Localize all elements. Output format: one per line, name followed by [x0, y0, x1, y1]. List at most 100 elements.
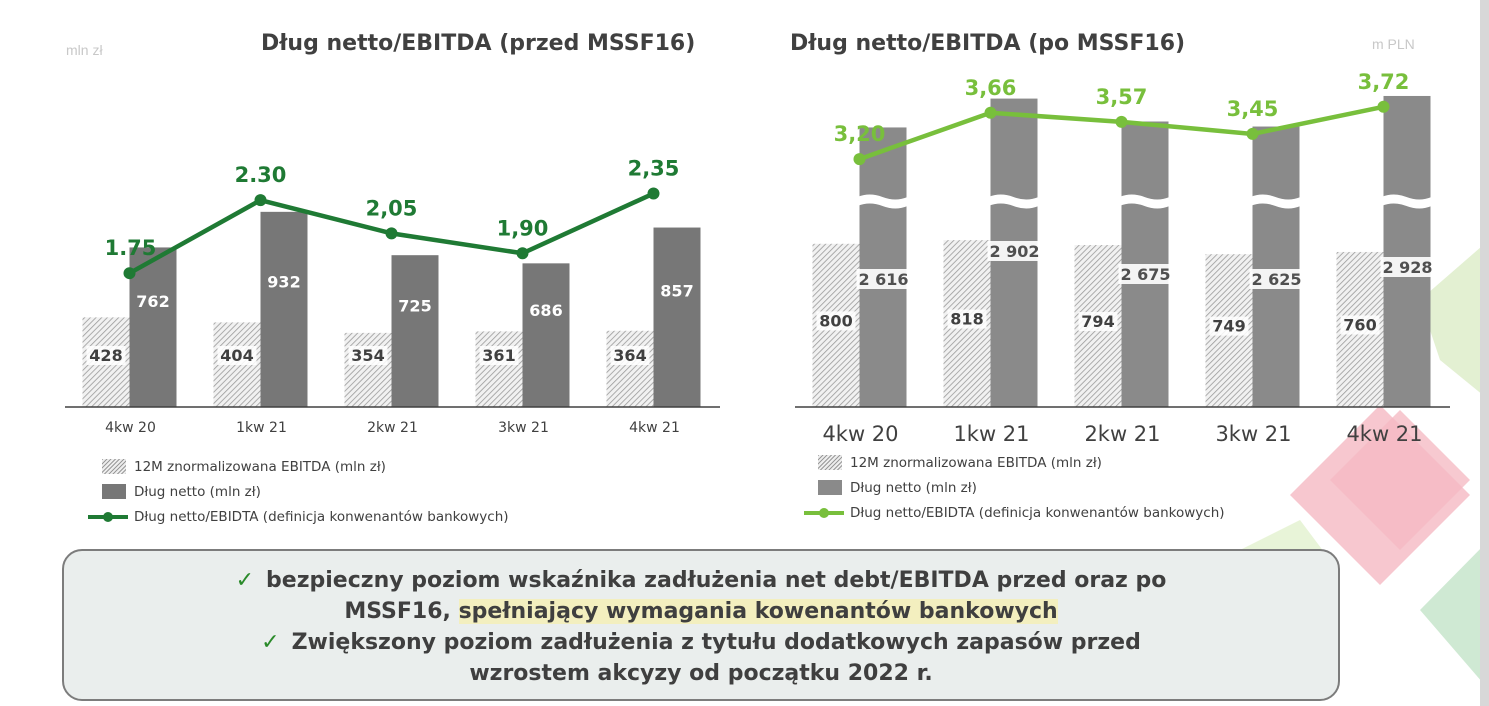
data-label-net-debt: 932: [267, 273, 300, 292]
x-tick-label: 3kw 21: [1215, 422, 1291, 446]
ratio-data-label: 3,20: [834, 122, 886, 146]
summary-line-3: ✓ Zwiększony poziom zadłużenia z tytułu d…: [64, 627, 1338, 658]
summary-text: wzrostem akcyzy od początku 2022 r.: [469, 661, 933, 686]
data-label-net-debt: 725: [398, 297, 431, 316]
summary-line-4: wzrostem akcyzy od początku 2022 r.: [64, 658, 1338, 689]
checkmark-icon: ✓: [235, 568, 255, 593]
legend-label: Dług netto (mln zł): [134, 483, 261, 500]
legend-line-swatch: [804, 506, 844, 520]
data-label-bg: [1118, 264, 1173, 284]
ratio-data-label: 3,72: [1358, 70, 1410, 94]
data-label-bg: [1209, 316, 1249, 336]
legend-item-debt: Dług netto (mln zł): [102, 479, 509, 504]
checkmark-icon: ✓: [261, 630, 280, 655]
summary-line-1: ✓ bezpieczny poziom wskaźnika zadłużenia …: [64, 565, 1338, 596]
x-tick-label: 4kw 21: [629, 420, 680, 436]
data-label-bg: [1249, 269, 1304, 289]
data-label-bg: [856, 269, 911, 289]
left-chart-title: Dług netto/EBITDA (przed MSSF16): [261, 31, 696, 56]
ratio-data-label: 1,90: [497, 216, 549, 240]
x-tick-label: 4kw 20: [822, 422, 898, 446]
axis-break-mark: [1119, 194, 1170, 209]
data-label-net-debt: 686: [529, 301, 562, 320]
data-label-ebitda: 760: [1343, 315, 1376, 334]
pink-diamond-shape: [1290, 405, 1470, 585]
ratio-data-label: 3,66: [965, 76, 1017, 100]
ratio-data-label: 2,05: [366, 196, 418, 220]
summary-highlight-text: spełniający wymagania kowenantów bankowy…: [458, 599, 1058, 624]
data-label-net-debt: 2 928: [1382, 258, 1432, 277]
legend-hatch-swatch: [818, 455, 842, 470]
green-diamond-shape: [1420, 240, 1489, 400]
ratio-point: [1377, 100, 1390, 113]
legend-bar-swatch: [102, 484, 126, 499]
summary-text: bezpieczny poziom wskaźnika zadłużenia n…: [266, 568, 1167, 593]
bar-net-debt: [653, 227, 701, 407]
x-tick-label: 3kw 21: [498, 420, 549, 436]
data-label-bg: [610, 346, 650, 365]
data-label-bg: [217, 346, 257, 365]
ratio-data-label: 3,57: [1096, 85, 1148, 109]
right-chart-title: Dług netto/EBITDA (po MSSF16): [790, 31, 1186, 56]
data-label-ebitda: 354: [351, 346, 384, 365]
left-legend: 12M znormalizowana EBITDA (mln zł) Dług …: [88, 454, 509, 529]
data-label-bg: [1078, 312, 1118, 332]
bar-net-debt: [1383, 95, 1431, 408]
ratio-point: [254, 194, 267, 207]
bar-net-debt: [260, 211, 308, 407]
data-label-ebitda: 404: [220, 346, 253, 365]
bar-ebitda: [344, 332, 392, 407]
legend-label: 12M znormalizowana EBITDA (mln zł): [134, 458, 386, 475]
bar-net-debt: [391, 255, 439, 407]
ratio-data-label: 2,35: [628, 157, 680, 181]
legend-item-debt: Dług netto (mln zł): [818, 475, 1225, 500]
ratio-point: [516, 247, 529, 260]
ratio-data-label: 3,45: [1227, 97, 1279, 121]
legend-label: Dług netto (mln zł): [850, 479, 977, 496]
legend-item-ratio: Dług netto/EBIDTA (definicja konwenantów…: [804, 500, 1225, 525]
data-label-net-debt: 2 675: [1120, 265, 1170, 284]
right-legend: 12M znormalizowana EBITDA (mln zł) Dług …: [804, 450, 1225, 525]
data-label-bg: [479, 346, 519, 365]
data-label-ebitda: 818: [950, 310, 983, 329]
ratio-data-label: 1.75: [105, 236, 157, 260]
data-label-ebitda: 800: [819, 311, 852, 330]
ratio-point: [1115, 115, 1128, 128]
data-label-ebitda: 794: [1081, 312, 1114, 331]
data-label-bg: [1340, 315, 1380, 335]
ratio-point: [123, 267, 136, 280]
legend-bar-swatch: [818, 480, 842, 495]
data-label-ebitda: 749: [1212, 317, 1245, 336]
data-label-net-debt: 857: [660, 281, 693, 300]
legend-hatch-swatch: [102, 459, 126, 474]
bar-net-debt: [1252, 126, 1300, 407]
data-label-net-debt: 2 625: [1251, 270, 1301, 289]
data-label-net-debt: 2 616: [858, 270, 908, 289]
ratio-point: [647, 187, 660, 200]
summary-box: ✓ bezpieczny poziom wskaźnika zadłużenia …: [62, 549, 1340, 701]
x-tick-label: 4kw 21: [1346, 422, 1422, 446]
x-tick-label: 2kw 21: [1084, 422, 1160, 446]
summary-line-2: MSSF16, spełniający wymagania kowenantów…: [64, 596, 1338, 627]
bar-ebitda: [606, 330, 654, 407]
x-tick-label: 1kw 21: [236, 420, 287, 436]
bar-net-debt: [522, 263, 570, 407]
legend-line-swatch: [88, 510, 128, 524]
bar-net-debt: [859, 127, 907, 407]
x-tick-label: 1kw 21: [953, 422, 1029, 446]
data-label-net-debt: 2 902: [989, 242, 1039, 261]
data-label-bg: [1380, 257, 1435, 277]
data-label-ebitda: 364: [613, 346, 646, 365]
right-unit-label: m PLN: [1372, 36, 1415, 52]
green-diamond-shape: [1420, 540, 1489, 690]
data-label-bg: [86, 346, 126, 365]
bar-ebitda: [475, 331, 523, 407]
legend-item-ebitda: 12M znormalizowana EBITDA (mln zł): [102, 454, 509, 479]
x-tick-label: 4kw 20: [105, 420, 156, 436]
ratio-data-label: 2.30: [235, 163, 287, 187]
data-label-net-debt: 762: [136, 292, 169, 311]
data-label-ebitda: 361: [482, 346, 515, 365]
legend-item-ratio: Dług netto/EBIDTA (definicja konwenantów…: [88, 504, 509, 529]
legend-label: Dług netto/EBIDTA (definicja konwenantów…: [134, 508, 509, 525]
